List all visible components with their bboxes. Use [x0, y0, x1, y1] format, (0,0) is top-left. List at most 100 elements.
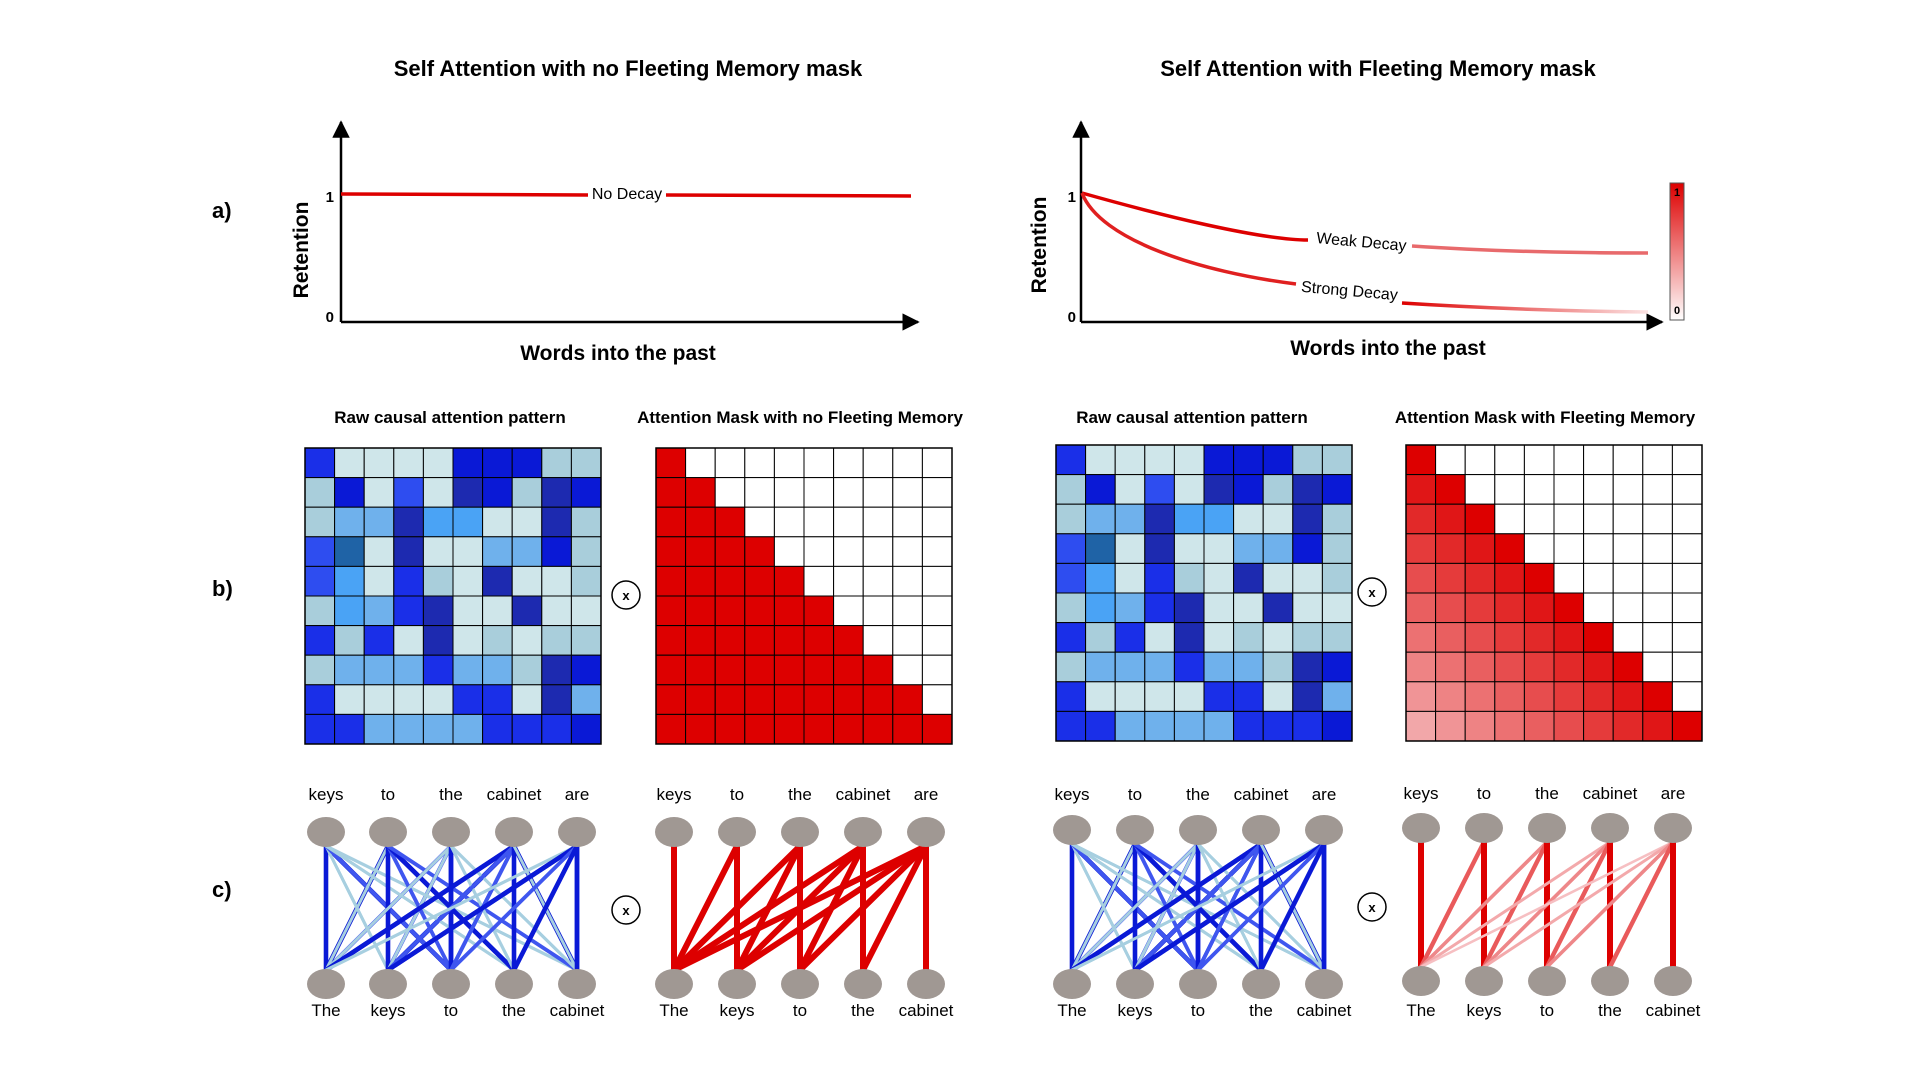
x-axis-title: Words into the past — [1290, 337, 1486, 360]
token-node-bottom — [655, 969, 693, 999]
token-node-bottom — [369, 969, 407, 999]
raw-attention-heatmap-right — [1055, 444, 1353, 742]
top-word: the — [1186, 785, 1210, 804]
heatmap-cell — [1292, 474, 1323, 505]
heatmap-cell — [1494, 533, 1525, 564]
heatmap-cell — [1233, 681, 1264, 712]
bottom-word: The — [1057, 1001, 1086, 1020]
heatmap-cell — [334, 477, 365, 508]
heatmap-cell — [1292, 533, 1323, 564]
heatmap-cell — [1494, 474, 1525, 505]
top-word: to — [1128, 785, 1142, 804]
heatmap-cell — [1405, 562, 1437, 594]
heatmap-cell — [1085, 533, 1116, 564]
heatmap-cell — [1085, 681, 1116, 712]
attention-graph-mask-no: keys The to keys the to cabinet the are cabinet — [655, 785, 954, 1020]
heatmap-cell — [1233, 503, 1264, 535]
token-node-top — [1528, 813, 1566, 843]
bottom-word: The — [1406, 1001, 1435, 1020]
heatmap-cell — [1553, 562, 1585, 594]
heatmap-cell — [1114, 681, 1146, 712]
heatmap-cell — [862, 477, 894, 508]
heatmap-cell — [1435, 710, 1466, 742]
heatmap-cell — [334, 565, 365, 597]
heatmap-cell — [393, 506, 424, 538]
heatmap-cell — [363, 713, 395, 745]
heatmap-cell — [1114, 622, 1146, 653]
svg-text:x: x — [1368, 585, 1376, 600]
heatmap-cell — [1292, 622, 1323, 653]
heatmap-cell — [1262, 592, 1294, 624]
heatmap-cell — [655, 477, 687, 508]
heatmap-cell — [1583, 444, 1614, 476]
heatmap-cell — [304, 536, 336, 567]
heatmap-cell — [1233, 533, 1264, 564]
heatmap-cell — [393, 477, 424, 508]
heatmap-cell — [1144, 562, 1175, 594]
heatmap-cell — [714, 536, 746, 567]
heatmap-cell — [570, 713, 602, 745]
attention-edge — [1258, 841, 1327, 973]
heatmap-cell — [1523, 681, 1555, 712]
bottom-word: The — [311, 1001, 340, 1020]
heatmap-cell — [892, 625, 923, 656]
bottom-word: the — [1249, 1001, 1273, 1020]
token-node-bottom — [1465, 966, 1503, 996]
heatmap-cell — [541, 684, 572, 715]
heatmap-cell — [570, 506, 602, 538]
heatmap-cell — [1523, 622, 1555, 653]
heatmap-cell — [482, 713, 513, 745]
attention-edge — [324, 844, 390, 972]
heatmap-cell — [714, 477, 746, 508]
heatmap-cell — [1553, 592, 1585, 624]
attention-graph-mask-yes: keys The to keys the to cabinet the are cabinet — [1402, 784, 1701, 1020]
colorbar — [1669, 182, 1685, 321]
heatmap-cell — [1114, 710, 1146, 742]
token-node-bottom — [1242, 969, 1280, 999]
heatmap-cell — [511, 447, 543, 479]
heatmap-cell — [541, 477, 572, 508]
heatmap-cell — [1262, 562, 1294, 594]
heatmap-cell — [1085, 651, 1116, 683]
heatmap-cell — [1321, 474, 1353, 505]
heatmap-cell — [685, 684, 716, 715]
heatmap-cell — [1583, 592, 1614, 624]
token-node-top — [1591, 813, 1629, 843]
token-node-top — [781, 817, 819, 847]
heatmap-cell — [304, 713, 336, 745]
token-node-top — [1116, 815, 1154, 845]
heatmap-cell — [1055, 592, 1087, 624]
heatmap-cell — [1553, 503, 1585, 535]
heatmap-cell — [541, 713, 572, 745]
heatmap-cell — [1523, 592, 1555, 624]
heatmap-cell — [1262, 651, 1294, 683]
heatmap-cell — [1203, 710, 1235, 742]
attention-edge — [1070, 842, 1326, 972]
attention-edge — [1482, 840, 1675, 969]
bottom-word: cabinet — [550, 1001, 605, 1020]
attention-edge — [671, 843, 740, 973]
heatmap-cell — [803, 536, 835, 567]
heatmap-cell — [304, 447, 336, 479]
heatmap-cell — [1173, 681, 1205, 712]
heatmap-cell — [422, 506, 454, 538]
heatmap-cell — [1671, 474, 1703, 505]
token-node-top — [1305, 815, 1343, 845]
heatmap-cell — [452, 684, 484, 715]
heatmap-cell — [482, 447, 513, 479]
heatmap-cell — [1114, 533, 1146, 564]
title-left: Self Attention with no Fleeting Memory m… — [394, 56, 863, 81]
heatmap-cell — [833, 654, 864, 686]
heatmap-cell — [1671, 533, 1703, 564]
heatmap-cell — [304, 506, 336, 538]
heatmap-cell — [1583, 562, 1614, 594]
heatmap-cell — [655, 684, 687, 715]
heatmap-cell — [921, 595, 953, 627]
heatmap-border — [1055, 444, 1353, 742]
heatmap-cell — [1494, 592, 1525, 624]
heatmap-cell — [422, 713, 454, 745]
heatmap-cell — [393, 713, 424, 745]
heatmap-cell — [1671, 622, 1703, 653]
heatmap-cell — [1671, 651, 1703, 683]
top-word: are — [1312, 785, 1337, 804]
